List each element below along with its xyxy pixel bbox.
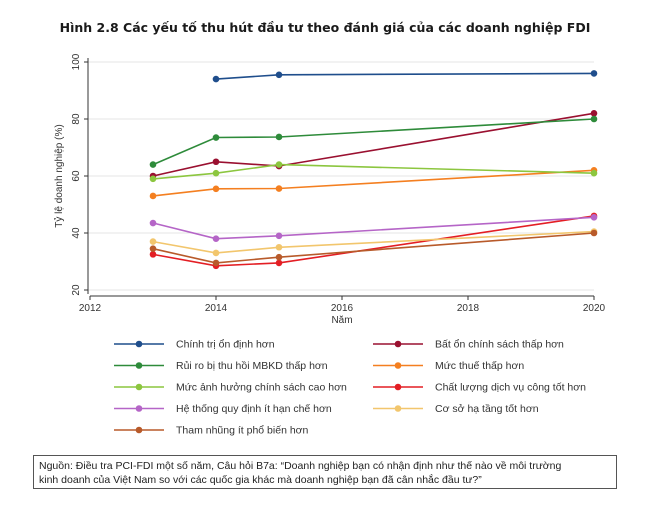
legend-swatch-marker xyxy=(135,383,143,391)
data-point-6-2015 xyxy=(275,259,283,267)
series-line-8 xyxy=(152,230,595,254)
legend-label: Tham nhũng ít phổ biến hơn xyxy=(176,425,309,437)
source-note: Nguồn: Điều tra PCI-FDI một số năm, Câu … xyxy=(33,455,617,489)
data-point-5-2020 xyxy=(590,169,598,177)
legend-item-6: Chất lượng dịch vụ công tốt hơn xyxy=(373,382,586,394)
series-line-3 xyxy=(152,118,595,166)
series-points xyxy=(149,70,598,270)
legend-swatch-marker xyxy=(394,362,402,369)
x-axis-label: Năm xyxy=(331,315,352,326)
series-line-2 xyxy=(152,112,595,177)
data-point-8-2013 xyxy=(149,238,157,245)
legend-swatch-marker xyxy=(135,340,143,348)
line-chart: 20 40 60 80 100 2012 2014 2016 2018 2020 Năm Tỷ lệ … xyxy=(53,53,606,437)
data-point-9-2015 xyxy=(275,253,283,261)
axes: 20 40 60 80 100 2012 2014 2016 2018 2020 Năm Tỷ lệ … xyxy=(53,53,606,326)
data-point-3-2020 xyxy=(590,115,598,123)
legend-item-7: Hệ thống quy định ít hạn chế hơn xyxy=(114,403,332,415)
legend-label: Mức thuế thấp hơn xyxy=(435,360,524,372)
data-point-7-2015 xyxy=(275,232,283,240)
data-point-2-2014 xyxy=(212,158,220,166)
series-line-5 xyxy=(152,163,595,180)
legend-item-5: Mức ảnh hưởng chính sách cao hơn xyxy=(114,382,347,394)
data-point-5-2013 xyxy=(149,175,157,183)
xtick-label-2020: 2020 xyxy=(583,303,606,314)
series-lines xyxy=(152,72,595,267)
legend-swatch-marker xyxy=(394,340,402,348)
legend-swatch-marker xyxy=(135,405,143,412)
legend-label: Hệ thống quy định ít hạn chế hơn xyxy=(176,403,332,415)
legend-item-3: Rủi ro bị thu hồi MBKD thấp hơn xyxy=(114,360,328,372)
data-point-8-2015 xyxy=(275,243,283,251)
data-point-3-2015 xyxy=(275,133,283,141)
data-point-3-2013 xyxy=(149,161,157,168)
legend-item-1: Chính trị ổn định hơn xyxy=(114,339,275,351)
series-line-7 xyxy=(152,216,595,240)
data-point-4-2013 xyxy=(149,192,157,200)
data-point-9-2020 xyxy=(590,229,598,237)
series-line-4 xyxy=(152,169,595,197)
legend-label: Bất ổn chính sách thấp hơn xyxy=(435,339,564,351)
series-line-9 xyxy=(152,232,595,264)
data-point-9-2013 xyxy=(149,245,157,252)
data-point-1-2020 xyxy=(590,70,598,77)
series-line-1 xyxy=(215,72,595,80)
data-point-5-2015 xyxy=(275,161,283,168)
data-point-1-2015 xyxy=(275,71,283,79)
ytick-label-80: 80 xyxy=(71,113,82,125)
ytick-label-100: 100 xyxy=(71,53,82,70)
legend-label: Cơ sở hạ tầng tốt hơn xyxy=(435,403,539,415)
legend-swatch-marker xyxy=(135,426,143,434)
ytick-label-40: 40 xyxy=(71,227,82,239)
legend: Chính trị ổn định hơn Bất ổn chính sách t… xyxy=(114,339,586,437)
data-point-4-2014 xyxy=(212,185,220,193)
legend-label: Chính trị ổn định hơn xyxy=(176,339,275,351)
data-point-5-2014 xyxy=(212,169,220,177)
series-line-6 xyxy=(152,215,595,267)
data-point-3-2014 xyxy=(212,134,220,141)
ytick-label-20: 20 xyxy=(71,284,82,296)
legend-swatch-marker xyxy=(135,362,143,369)
legend-item-9: Tham nhũng ít phổ biến hơn xyxy=(114,425,309,437)
chart-title: Hình 2.8 Các yếu tố thu hút đầu tư theo … xyxy=(59,20,591,35)
ytick-label-60: 60 xyxy=(71,170,82,182)
xtick-label-2014: 2014 xyxy=(205,303,228,314)
data-point-7-2020 xyxy=(590,214,598,221)
source-line-2: kinh doanh của Việt Nam so với các quốc … xyxy=(39,474,482,486)
grid-lines xyxy=(88,61,594,291)
data-point-6-2013 xyxy=(149,251,157,258)
legend-swatch-marker xyxy=(394,383,402,391)
y-axis-label: Tỷ lệ doanh nghiệp (%) xyxy=(53,124,65,227)
legend-item-4: Mức thuế thấp hơn xyxy=(373,360,524,372)
data-point-7-2014 xyxy=(212,235,220,242)
data-point-2-2020 xyxy=(590,110,598,117)
xtick-label-2018: 2018 xyxy=(457,303,480,314)
legend-item-2: Bất ổn chính sách thấp hơn xyxy=(373,339,564,351)
data-point-9-2014 xyxy=(212,259,220,267)
data-point-7-2013 xyxy=(149,219,157,227)
legend-swatch-marker xyxy=(394,405,402,412)
data-point-8-2014 xyxy=(212,249,220,257)
xtick-label-2012: 2012 xyxy=(79,303,102,314)
data-point-1-2014 xyxy=(212,75,220,83)
data-point-4-2015 xyxy=(275,185,283,192)
source-line-1: Nguồn: Điều tra PCI-FDI một số năm, Câu … xyxy=(39,460,562,472)
legend-label: Mức ảnh hưởng chính sách cao hơn xyxy=(176,382,347,394)
legend-label: Chất lượng dịch vụ công tốt hơn xyxy=(435,382,586,394)
legend-label: Rủi ro bị thu hồi MBKD thấp hơn xyxy=(176,360,328,372)
legend-item-8: Cơ sở hạ tầng tốt hơn xyxy=(373,403,539,415)
xtick-label-2016: 2016 xyxy=(331,303,354,314)
